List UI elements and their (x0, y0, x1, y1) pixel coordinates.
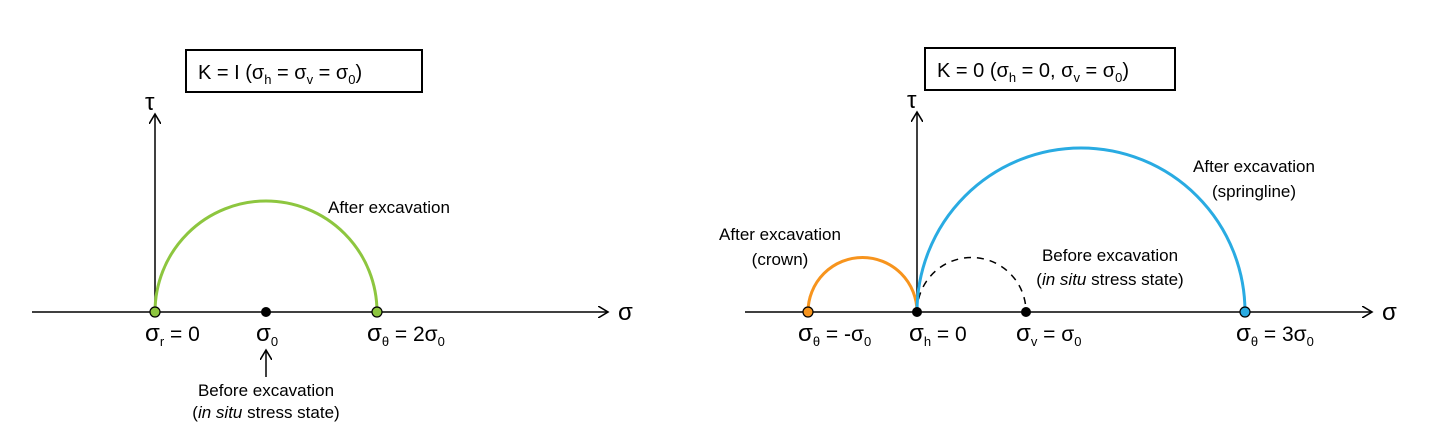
left-tick-sigma-theta: σθ = 2σ0 (367, 320, 445, 349)
left-sigma-label: σ (618, 299, 633, 326)
left-tick-sigma-r: σr = 0 (145, 320, 200, 349)
right-tau-label: τ (907, 87, 917, 114)
right-crown-arc (806, 256, 919, 313)
left-panel: K = I (σh = σv = σ0) τ σ After excavatio… (32, 49, 633, 422)
left-tick-sigma-0: σ0 (256, 320, 278, 349)
right-tick-crown: σθ = -σ0 (798, 320, 871, 349)
right-point-sigma-v (1021, 307, 1031, 317)
right-panel: K = 0 (σh = 0, σv = σ0) τ σ After excava… (719, 47, 1397, 349)
right-point-crown (802, 306, 814, 318)
left-after-excavation-label: After excavation (328, 198, 450, 217)
left-tau-label: τ (145, 89, 155, 116)
right-before-sublabel: (in situ stress state) (1036, 270, 1183, 289)
right-crown-label: After excavation (719, 225, 841, 244)
right-title-box (924, 47, 1176, 91)
left-after-excavation-arc (153, 199, 379, 313)
right-tick-sigma-v: σv = σ0 (1016, 320, 1081, 349)
left-point-sigma-theta (371, 306, 383, 318)
left-title-box (185, 49, 423, 93)
right-tick-springline: σθ = 3σ0 (1236, 320, 1314, 349)
right-springline-sublabel: (springline) (1212, 182, 1296, 201)
left-title: K = I (σh = σv = σ0) (198, 62, 362, 87)
left-before-label: Before excavation (198, 381, 334, 400)
left-point-sigma-0 (261, 307, 271, 317)
right-point-springline (1239, 306, 1251, 318)
right-in-situ-arc (916, 256, 1027, 313)
right-sigma-label: σ (1382, 299, 1397, 326)
right-point-sigma-h (912, 307, 922, 317)
right-tick-sigma-h: σh = 0 (909, 320, 967, 349)
right-crown-sublabel: (crown) (752, 250, 809, 269)
right-springline-arc (915, 146, 1247, 313)
left-point-sigma-r (149, 306, 161, 318)
right-title: K = 0 (σh = 0, σv = σ0) (937, 60, 1129, 85)
right-springline-label: After excavation (1193, 157, 1315, 176)
left-before-sublabel: (in situ stress state) (192, 403, 339, 422)
right-before-label: Before excavation (1042, 246, 1178, 265)
